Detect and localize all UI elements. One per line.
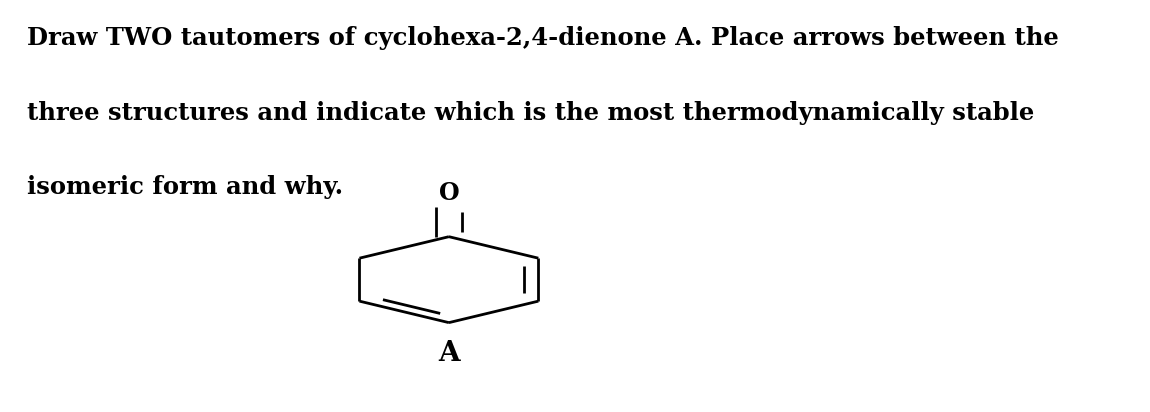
- Text: Draw TWO tautomers of cyclohexa-2,4-dienone A. Place arrows between the: Draw TWO tautomers of cyclohexa-2,4-dien…: [26, 26, 1059, 50]
- Text: three structures and indicate which is the most thermodynamically stable: three structures and indicate which is t…: [26, 101, 1034, 125]
- Text: A: A: [438, 340, 460, 367]
- Text: isomeric form and why.: isomeric form and why.: [26, 176, 343, 199]
- Text: O: O: [438, 181, 459, 205]
